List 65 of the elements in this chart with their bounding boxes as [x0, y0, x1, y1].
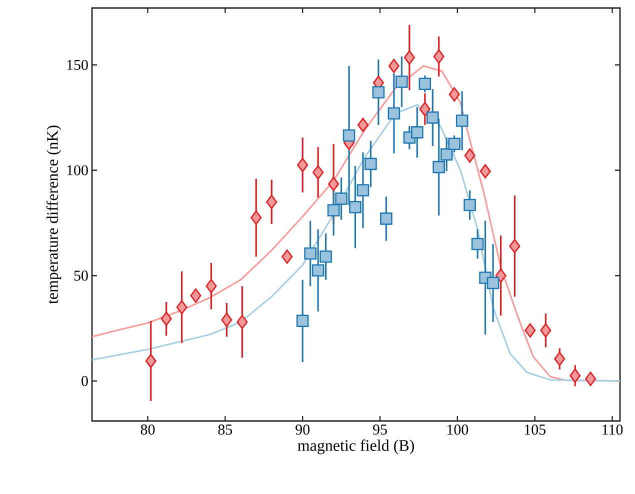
point — [320, 250, 332, 263]
point — [411, 126, 424, 138]
y-tick-label: 0 — [82, 376, 88, 386]
point — [480, 164, 491, 178]
point — [304, 247, 316, 260]
x-tick-label: 100 — [447, 424, 468, 435]
point — [190, 288, 202, 303]
point — [364, 158, 377, 170]
point — [456, 114, 468, 127]
x-tick-label: 105 — [524, 424, 546, 435]
point — [388, 107, 400, 120]
point — [540, 323, 552, 338]
point — [524, 323, 536, 338]
x-tick-label: 95 — [372, 424, 387, 435]
point — [464, 148, 476, 163]
point — [440, 148, 453, 161]
point — [349, 200, 362, 214]
point — [495, 268, 506, 283]
point — [464, 198, 476, 212]
point — [312, 165, 324, 180]
y-tick-label: 100 — [67, 165, 88, 176]
point — [388, 58, 400, 74]
x-tick-label: 80 — [140, 424, 155, 435]
point — [160, 312, 172, 326]
point — [282, 249, 293, 264]
point — [554, 352, 566, 366]
point — [585, 372, 596, 386]
x-tick-label: 90 — [296, 424, 310, 435]
point — [570, 368, 581, 383]
point — [471, 238, 484, 250]
x-tick-label: 110 — [602, 424, 623, 435]
y-tick-label: 150 — [67, 60, 88, 70]
point — [297, 158, 308, 172]
point — [426, 111, 439, 124]
point — [221, 312, 232, 328]
point — [418, 78, 432, 90]
point — [396, 76, 408, 88]
point — [327, 204, 340, 216]
point — [433, 49, 444, 64]
y-axis-title: temperature difference (nK) — [46, 126, 62, 304]
point — [250, 210, 262, 225]
x-tick-label: 85 — [218, 424, 232, 435]
point — [335, 192, 348, 205]
y-tick-label: 50 — [74, 270, 88, 281]
point — [380, 212, 392, 225]
point — [236, 314, 248, 330]
point — [328, 176, 340, 192]
point — [357, 118, 368, 132]
point — [342, 129, 356, 142]
point — [206, 278, 217, 294]
x-axis-title: magnetic field (B) — [298, 439, 414, 454]
point — [448, 138, 460, 150]
point — [509, 238, 520, 254]
point — [486, 276, 500, 290]
point — [419, 102, 430, 116]
point — [356, 184, 370, 196]
point — [404, 50, 415, 65]
point — [448, 87, 460, 102]
point — [312, 264, 324, 276]
point — [176, 300, 188, 314]
point — [296, 314, 309, 328]
point — [145, 354, 156, 368]
point — [372, 86, 385, 98]
point — [266, 194, 278, 210]
point — [432, 160, 445, 174]
